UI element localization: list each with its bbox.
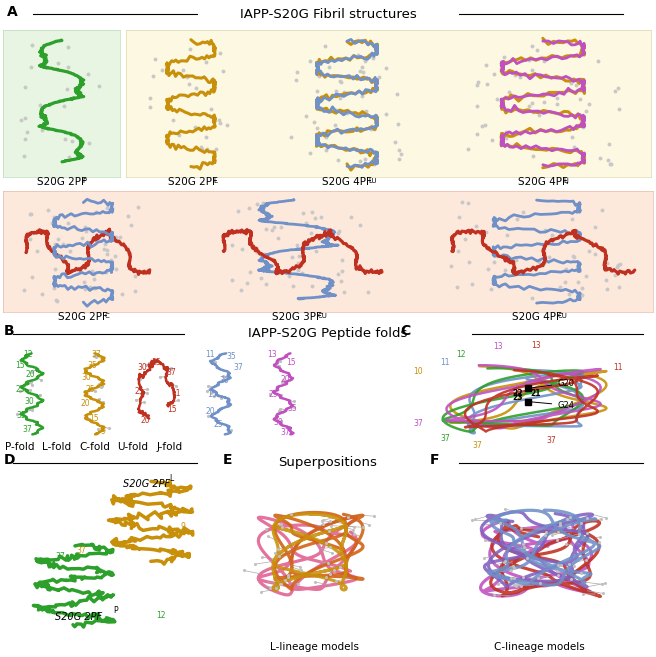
Text: P: P [83,178,87,184]
Text: S20G 2PF: S20G 2PF [168,177,218,187]
Text: 25: 25 [213,420,223,429]
Text: CU: CU [318,313,328,319]
Text: Superpositions: Superpositions [279,456,377,469]
Text: 15: 15 [15,361,25,370]
Text: 25: 25 [268,390,278,399]
Text: 11: 11 [613,363,623,371]
Text: F: F [430,453,439,467]
Text: 37: 37 [281,428,291,438]
Text: 35: 35 [152,359,161,367]
Text: IAPP-S20G Fibril structures: IAPP-S20G Fibril structures [239,8,417,21]
Text: 20: 20 [205,407,215,417]
Text: 37: 37 [413,419,423,428]
Text: 30: 30 [137,363,147,372]
Text: L: L [214,178,218,184]
Text: S20G 2PF: S20G 2PF [55,612,102,622]
Text: S20G 4PF: S20G 4PF [322,177,372,187]
Text: G24: G24 [531,401,574,409]
Text: 22: 22 [512,390,522,398]
Text: 11: 11 [205,350,215,359]
Text: L-lineage models: L-lineage models [270,642,359,652]
Text: 35: 35 [226,352,236,361]
Text: 37: 37 [234,363,243,372]
Text: 12: 12 [157,611,166,620]
Text: 15: 15 [90,414,99,423]
Text: 20: 20 [281,375,291,384]
Text: IAPP-S20G Peptide folds: IAPP-S20G Peptide folds [249,327,407,340]
Text: L-fold: L-fold [42,442,72,452]
Text: 20: 20 [140,416,150,424]
Text: 30: 30 [220,376,230,385]
Text: 37: 37 [76,545,86,555]
Text: 37: 37 [22,425,32,434]
Text: S20G 4PF: S20G 4PF [518,177,568,187]
Text: S20G 2PF: S20G 2PF [123,480,170,489]
Text: 35: 35 [288,403,298,413]
Text: 37: 37 [167,368,176,377]
Text: 37: 37 [546,436,556,445]
Text: 25: 25 [134,387,144,396]
Text: A: A [7,5,17,19]
Text: B: B [3,325,14,338]
Text: 9: 9 [100,426,106,436]
Text: J-fold: J-fold [157,442,183,452]
Text: LU: LU [368,178,377,184]
Text: 35: 35 [16,411,26,420]
Text: U-fold: U-fold [117,442,148,452]
Text: C: C [104,313,109,319]
Text: E: E [223,453,232,467]
Text: 23: 23 [512,393,522,402]
Text: S20G 3PF: S20G 3PF [272,311,322,322]
Text: 30: 30 [24,397,34,405]
Text: 30: 30 [81,373,91,382]
Text: 13: 13 [531,341,541,350]
Text: G20: G20 [531,379,574,388]
Text: 37: 37 [55,552,65,561]
Text: S20G 4PF: S20G 4PF [512,311,562,322]
Text: P: P [113,606,117,615]
Text: S20G 2PF: S20G 2PF [58,311,108,322]
Text: 37: 37 [92,350,102,359]
Text: 20: 20 [26,371,35,379]
Text: 11: 11 [171,390,181,398]
Text: 20: 20 [81,399,91,408]
Text: CU: CU [558,313,567,319]
Text: LJ: LJ [564,178,569,184]
Text: 12: 12 [456,350,465,359]
Text: C: C [400,325,411,338]
Text: P-fold: P-fold [5,442,34,452]
Text: 9: 9 [181,522,186,531]
Text: 11: 11 [441,359,450,367]
Text: 37: 37 [440,434,450,443]
Text: 15: 15 [167,405,176,414]
Text: C-lineage models: C-lineage models [494,642,584,652]
Text: 10: 10 [413,367,423,376]
Text: L: L [169,474,173,483]
Text: 12: 12 [23,350,33,359]
Text: 35: 35 [87,361,97,370]
Text: 13: 13 [268,350,277,359]
Text: S20G 2PF: S20G 2PF [37,177,87,187]
Text: 15: 15 [287,359,297,367]
Text: 30: 30 [274,418,283,427]
Text: 25: 25 [85,384,95,394]
Text: C-fold: C-fold [80,442,111,452]
Text: 37: 37 [472,442,482,450]
Text: 21: 21 [531,390,541,398]
Text: 13: 13 [493,342,503,351]
Text: 15: 15 [207,390,217,399]
Text: 25: 25 [16,384,26,394]
Text: D: D [3,453,15,467]
